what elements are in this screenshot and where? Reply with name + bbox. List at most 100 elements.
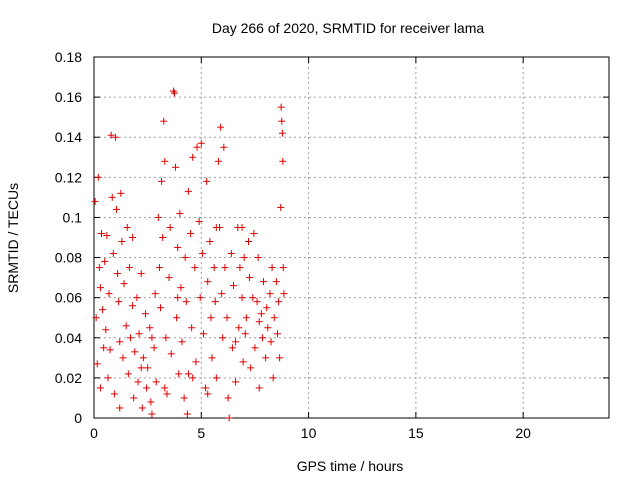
- data-point: [155, 264, 163, 272]
- data-point: [92, 314, 100, 322]
- data-point: [278, 129, 286, 137]
- data-point: [214, 157, 222, 165]
- data-point: [129, 302, 137, 310]
- y-tick-label: 0.08: [55, 250, 82, 266]
- data-point: [148, 334, 156, 342]
- data-point: [96, 384, 104, 392]
- data-point: [196, 294, 204, 302]
- data-point: [242, 314, 250, 322]
- data-point: [239, 358, 247, 366]
- data-point: [197, 139, 205, 147]
- data-point: [249, 294, 257, 302]
- data-point: [133, 294, 141, 302]
- data-point: [115, 298, 123, 306]
- data-point: [180, 394, 188, 402]
- data-point: [264, 324, 272, 332]
- data-point: [279, 264, 287, 272]
- data-point: [142, 310, 149, 318]
- data-point: [208, 354, 216, 362]
- data-point: [161, 384, 169, 392]
- data-point: [154, 213, 162, 221]
- data-point: [207, 314, 215, 322]
- data-point: [210, 264, 218, 272]
- data-point: [255, 384, 263, 392]
- data-point: [225, 414, 233, 422]
- data-point: [191, 264, 199, 272]
- data-point: [254, 254, 262, 262]
- y-tick-label: 0.18: [55, 49, 82, 65]
- data-point: [267, 338, 275, 346]
- data-point: [270, 314, 278, 322]
- data-point: [167, 350, 175, 358]
- data-point: [100, 344, 108, 352]
- y-tick-label: 0.04: [55, 330, 82, 346]
- data-point: [137, 270, 145, 278]
- data-point: [176, 209, 184, 217]
- data-point: [166, 223, 174, 231]
- data-point: [134, 378, 142, 386]
- data-point: [148, 410, 156, 418]
- data-point: [177, 284, 185, 292]
- data-point: [157, 304, 165, 312]
- data-point: [117, 189, 125, 197]
- data-point: [266, 290, 274, 298]
- data-point: [139, 354, 147, 362]
- y-tick-label: 0.06: [55, 290, 82, 306]
- data-point: [174, 244, 182, 252]
- y-tick-label: 0.12: [55, 169, 82, 185]
- data-point: [184, 187, 192, 195]
- data-point: [258, 334, 266, 342]
- data-point: [116, 404, 124, 412]
- data-point: [151, 290, 159, 298]
- data-point: [111, 133, 119, 141]
- data-point: [280, 290, 288, 298]
- data-point: [238, 223, 246, 231]
- data-point: [217, 123, 225, 131]
- y-axis-ticks: 0 0.02 0.04 0.06 0.08 0.1 0.12 0.14 0.16 0.18: [55, 49, 609, 426]
- data-point: [163, 390, 171, 398]
- data-point: [178, 338, 186, 346]
- data-point: [188, 324, 196, 332]
- data-point: [170, 89, 178, 97]
- data-point: [113, 205, 121, 213]
- data-point: [235, 324, 243, 332]
- data-point: [162, 334, 170, 342]
- data-point: [173, 314, 181, 322]
- data-point: [240, 254, 248, 262]
- data-point: [122, 322, 130, 330]
- data-point: [137, 364, 145, 372]
- data-point: [143, 384, 151, 392]
- data-point: [257, 310, 265, 318]
- data-point: [161, 157, 169, 165]
- data-point: [116, 338, 124, 346]
- chart-title: Day 266 of 2020, SRMTID for receiver lam…: [212, 20, 485, 36]
- data-point: [260, 278, 268, 286]
- data-point: [269, 374, 277, 382]
- data-point: [152, 378, 160, 386]
- data-point: [125, 264, 133, 272]
- data-point: [193, 143, 201, 151]
- data-point: [150, 344, 158, 352]
- data-point: [228, 344, 236, 352]
- data-point: [223, 314, 231, 322]
- x-tick-label: 5: [197, 425, 205, 441]
- data-point: [276, 354, 284, 362]
- data-point: [184, 370, 192, 378]
- data-point: [272, 278, 280, 286]
- data-point: [119, 354, 127, 362]
- data-point: [251, 344, 259, 352]
- data-point: [250, 229, 258, 237]
- data-point: [192, 358, 200, 366]
- data-point: [275, 298, 283, 306]
- data-point: [187, 229, 195, 237]
- data-point: [175, 370, 183, 378]
- data-point: [91, 197, 99, 205]
- data-point: [212, 223, 220, 231]
- data-point: [146, 324, 154, 332]
- data-point: [98, 229, 106, 237]
- data-point: [211, 298, 219, 306]
- data-point: [206, 238, 214, 246]
- data-point: [165, 274, 173, 282]
- data-point: [212, 374, 220, 382]
